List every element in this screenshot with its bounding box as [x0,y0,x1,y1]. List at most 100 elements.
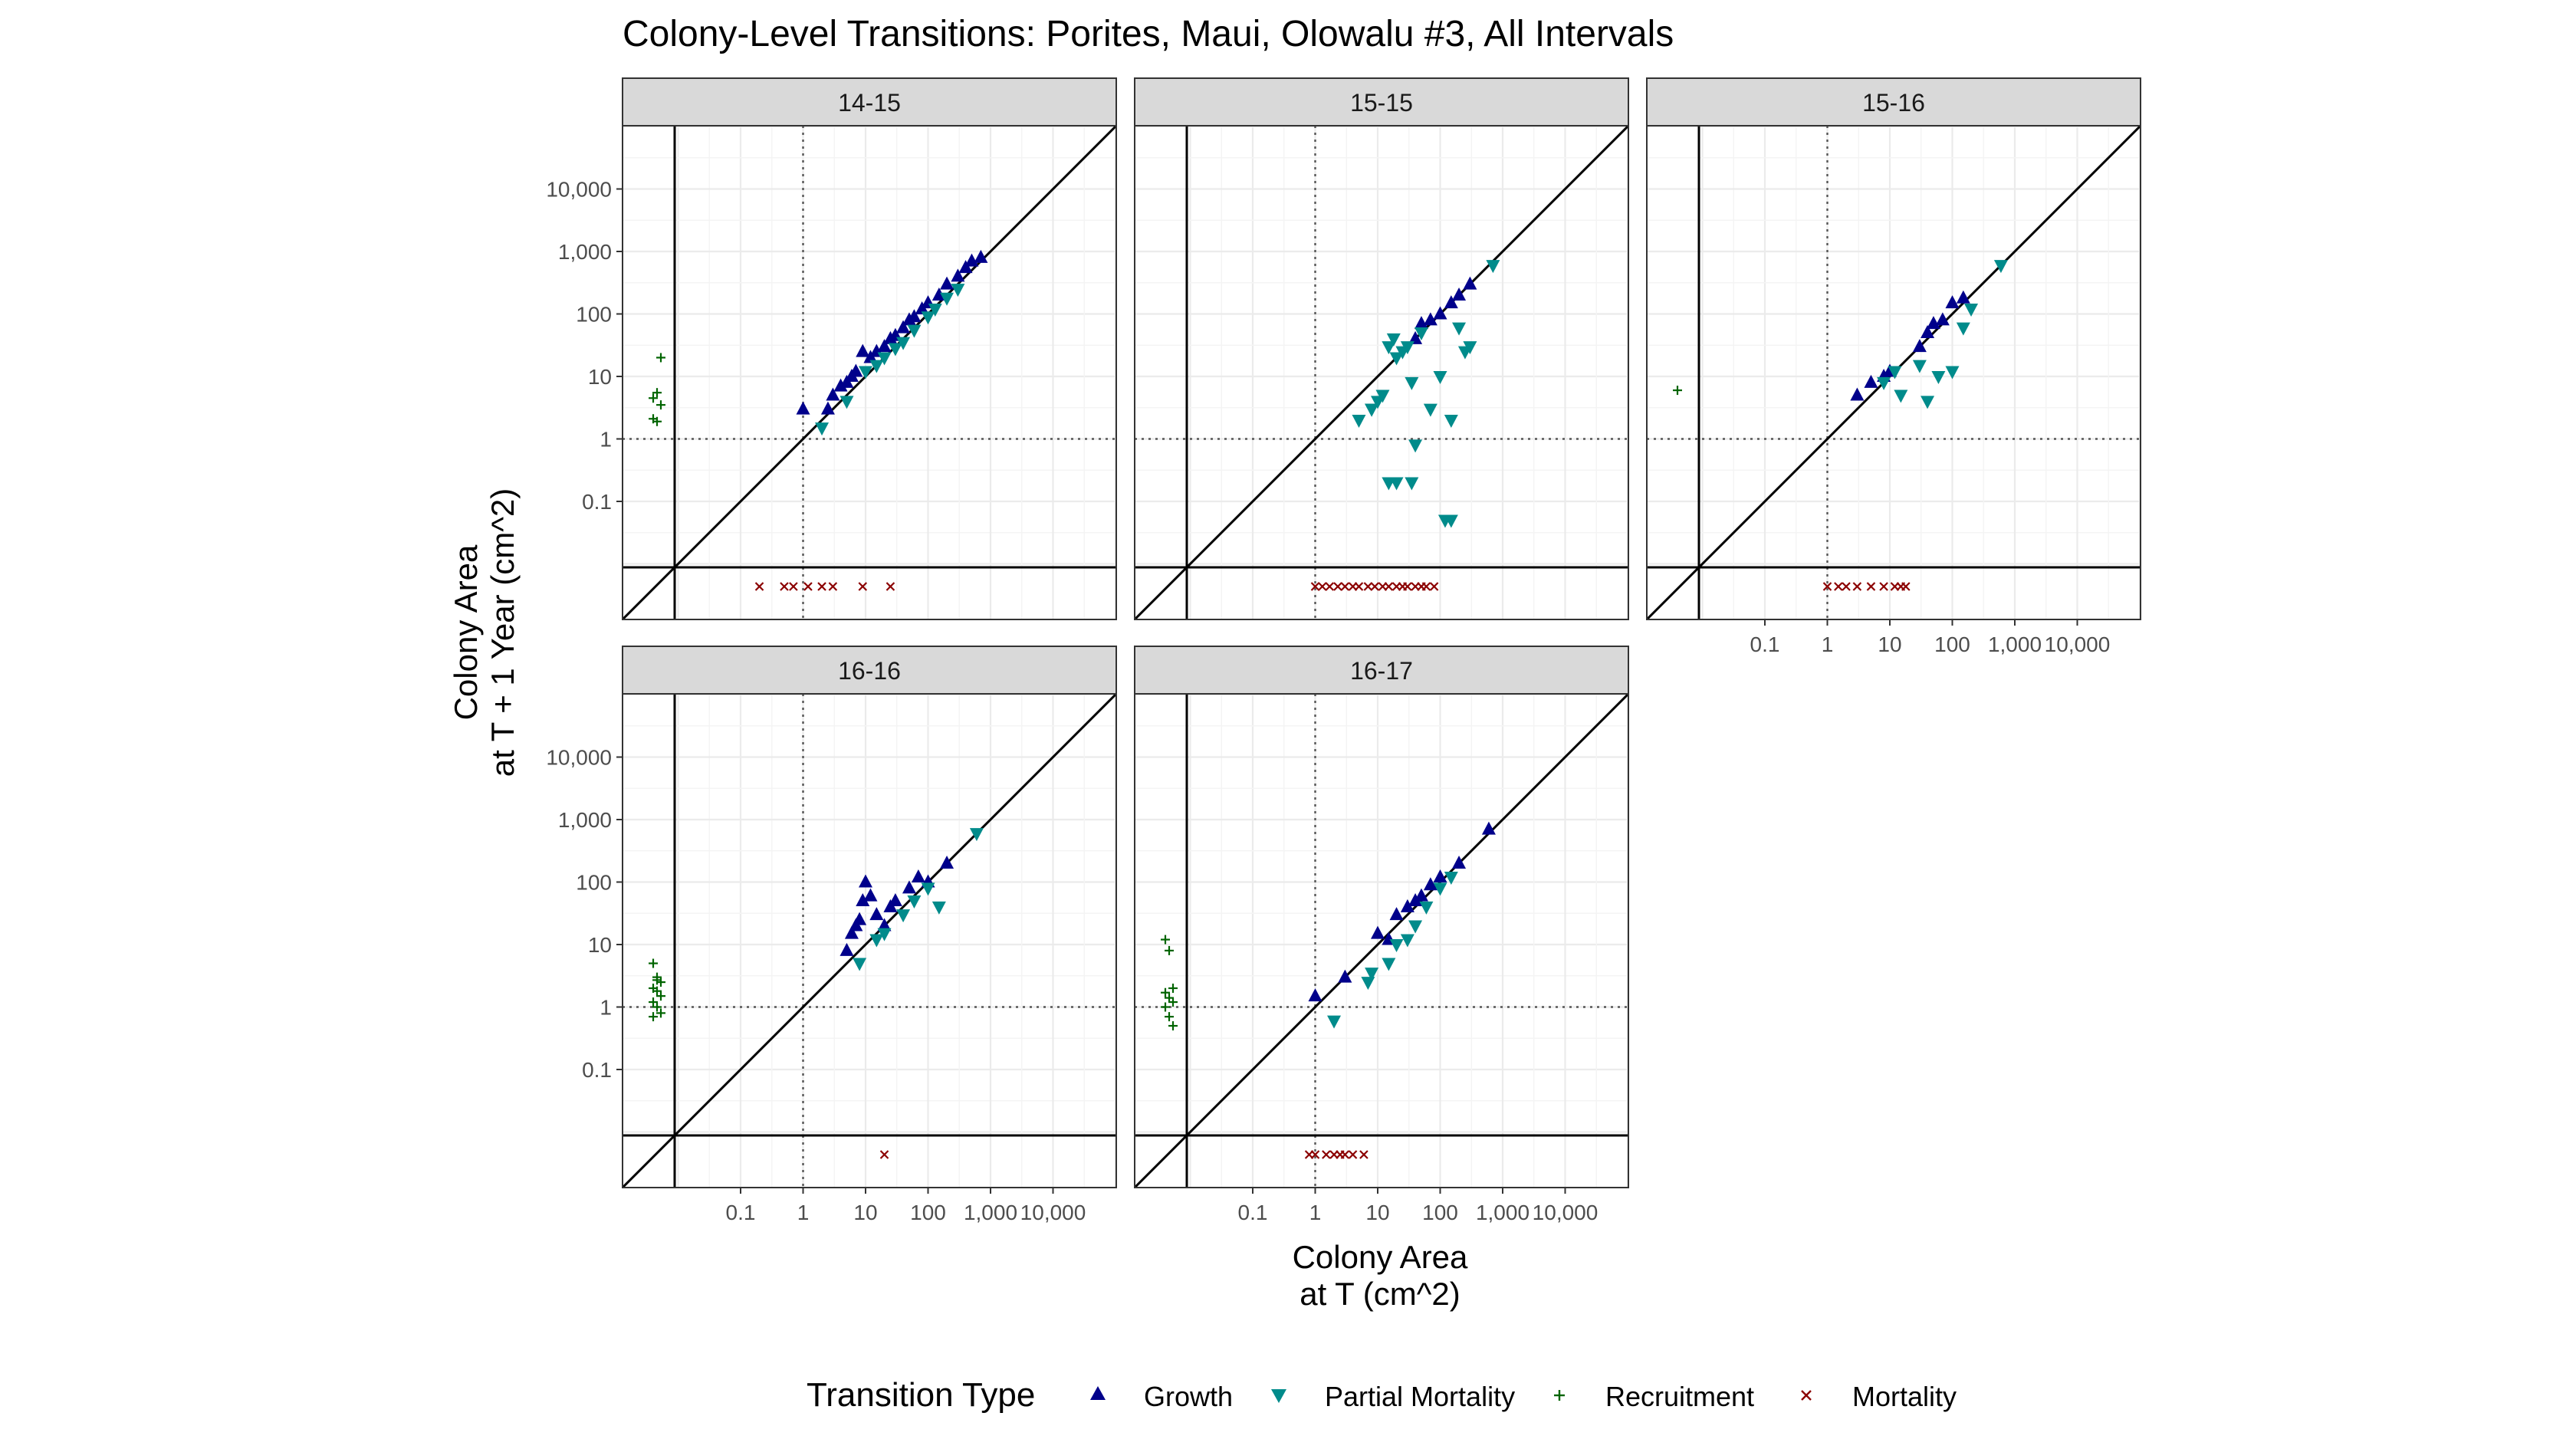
partial-mortality-point [1444,514,1458,528]
growth-point [856,343,870,357]
x-tick-label: 100 [1422,1201,1458,1224]
x-axis-title-line2: at T (cm^2) [1300,1276,1460,1312]
panel-border [1134,125,1629,620]
legend-item-label: Growth [1144,1381,1233,1412]
x-tick-label: 10,000 [1533,1201,1598,1224]
partial-mortality-point [1486,260,1500,274]
identity-line [623,694,1116,1188]
panel-strip-label: 16-17 [1350,657,1413,685]
panel-16-17: 16-17 0.1 1 10 100 1,000 10,000 [1134,646,1629,1224]
mortality-point [817,582,826,591]
mortality-point [803,582,813,591]
growth-point [1389,907,1404,921]
mortality-point [1901,582,1911,591]
legend-item-label: Recruitment [1605,1381,1754,1412]
panel-strip [1134,646,1629,695]
growth-point [840,942,854,956]
partial-mortality-point [1945,366,1960,380]
growth-point [833,378,848,392]
panel-inner [623,694,1116,1188]
growth-point [1414,316,1428,330]
x-tick-label: 1,000 [1476,1201,1530,1224]
growth-point [902,880,916,894]
mortality-point [1879,582,1888,591]
mortality-point [1322,1150,1331,1159]
partial-mortality-point [1444,414,1458,428]
partial-mortality-point [1352,414,1366,428]
growth-point [1371,925,1385,939]
x-tick-label: 0.1 [1238,1201,1268,1224]
mortality-point [1866,582,1876,591]
growth-point [1935,312,1950,326]
x-tick-label: 10,000 [1020,1201,1086,1224]
y-tick-label: 10,000 [546,178,612,202]
mortality-point [1822,582,1832,591]
growth-point [1864,374,1878,388]
identity-line [1135,126,1628,619]
growth-point [844,925,859,939]
panel-strip [622,646,1117,695]
panel-border [622,693,1117,1188]
legend-growth-symbol [1090,1386,1106,1400]
growth-point [1926,316,1940,330]
partial-mortality-point [815,422,830,436]
mortality-point [1310,582,1320,591]
partial-mortality-point [928,304,942,317]
mortality-point [1318,582,1327,591]
growth-point [863,888,878,902]
partial-mortality-point [1463,341,1477,355]
legend-mortality-symbol [1801,1390,1812,1401]
partial-mortality-point [1389,477,1404,491]
growth-point [1850,387,1865,401]
mortality-point [1363,582,1373,591]
y-tick-label: 10,000 [546,746,612,770]
panel-border [622,125,1117,620]
mortality-point [780,582,789,591]
growth-point [940,855,955,869]
panel-15-16: 15-16 0.1 1 10 100 1,000 10,000 [1646,77,2141,656]
mortality-point [1359,1150,1368,1159]
partial-mortality-point [1912,360,1927,373]
mortality-point [1421,582,1431,591]
growth-point [1956,290,1970,304]
growth-point [1433,306,1447,320]
growth-point [958,260,973,274]
partial-mortality-point [1956,322,1970,336]
panel-strip-label: 16-16 [838,657,901,685]
x-tick-label: 1 [1822,632,1834,656]
panel-inner [623,126,1116,619]
y-tick-label: 100 [576,303,612,327]
x-tick-label: 0.1 [726,1201,756,1224]
partial-mortality-point [1414,327,1428,341]
legend-item-label: Mortality [1852,1381,1957,1412]
growth-point [951,268,965,282]
panel-inner [1135,126,1628,619]
partial-mortality-point [1389,939,1404,952]
growth-point [820,401,835,415]
partial-mortality-point [921,882,935,896]
axis-titles: Colony Area at T (cm^2) Colony Area at T… [448,488,1468,1312]
partial-mortality-point [1993,260,2008,274]
panel-strip-label: 15-16 [1862,89,1925,117]
x-tick-label: 10 [853,1201,877,1224]
mortality-point [1325,582,1335,591]
growth-point [1400,899,1414,912]
growth-point [1433,869,1447,883]
y-tick-label: 10 [588,933,612,957]
panel-border [1646,125,2141,620]
y-tick-label: 1,000 [558,240,612,264]
partial-mortality-point [921,311,935,325]
growth-point [940,276,955,290]
growth-point [1423,877,1438,891]
partial-mortality-point [907,895,922,909]
y-tick-label: 10 [588,365,612,389]
panel-14-15: 14-15 0.1 1 10 100 1,000 10,000 [546,77,1117,620]
mortality-point [886,582,895,591]
growth-point [869,907,884,921]
mortality-point [828,582,838,591]
partial-mortality-point [877,928,892,941]
x-tick-label: 1,000 [964,1201,1017,1224]
